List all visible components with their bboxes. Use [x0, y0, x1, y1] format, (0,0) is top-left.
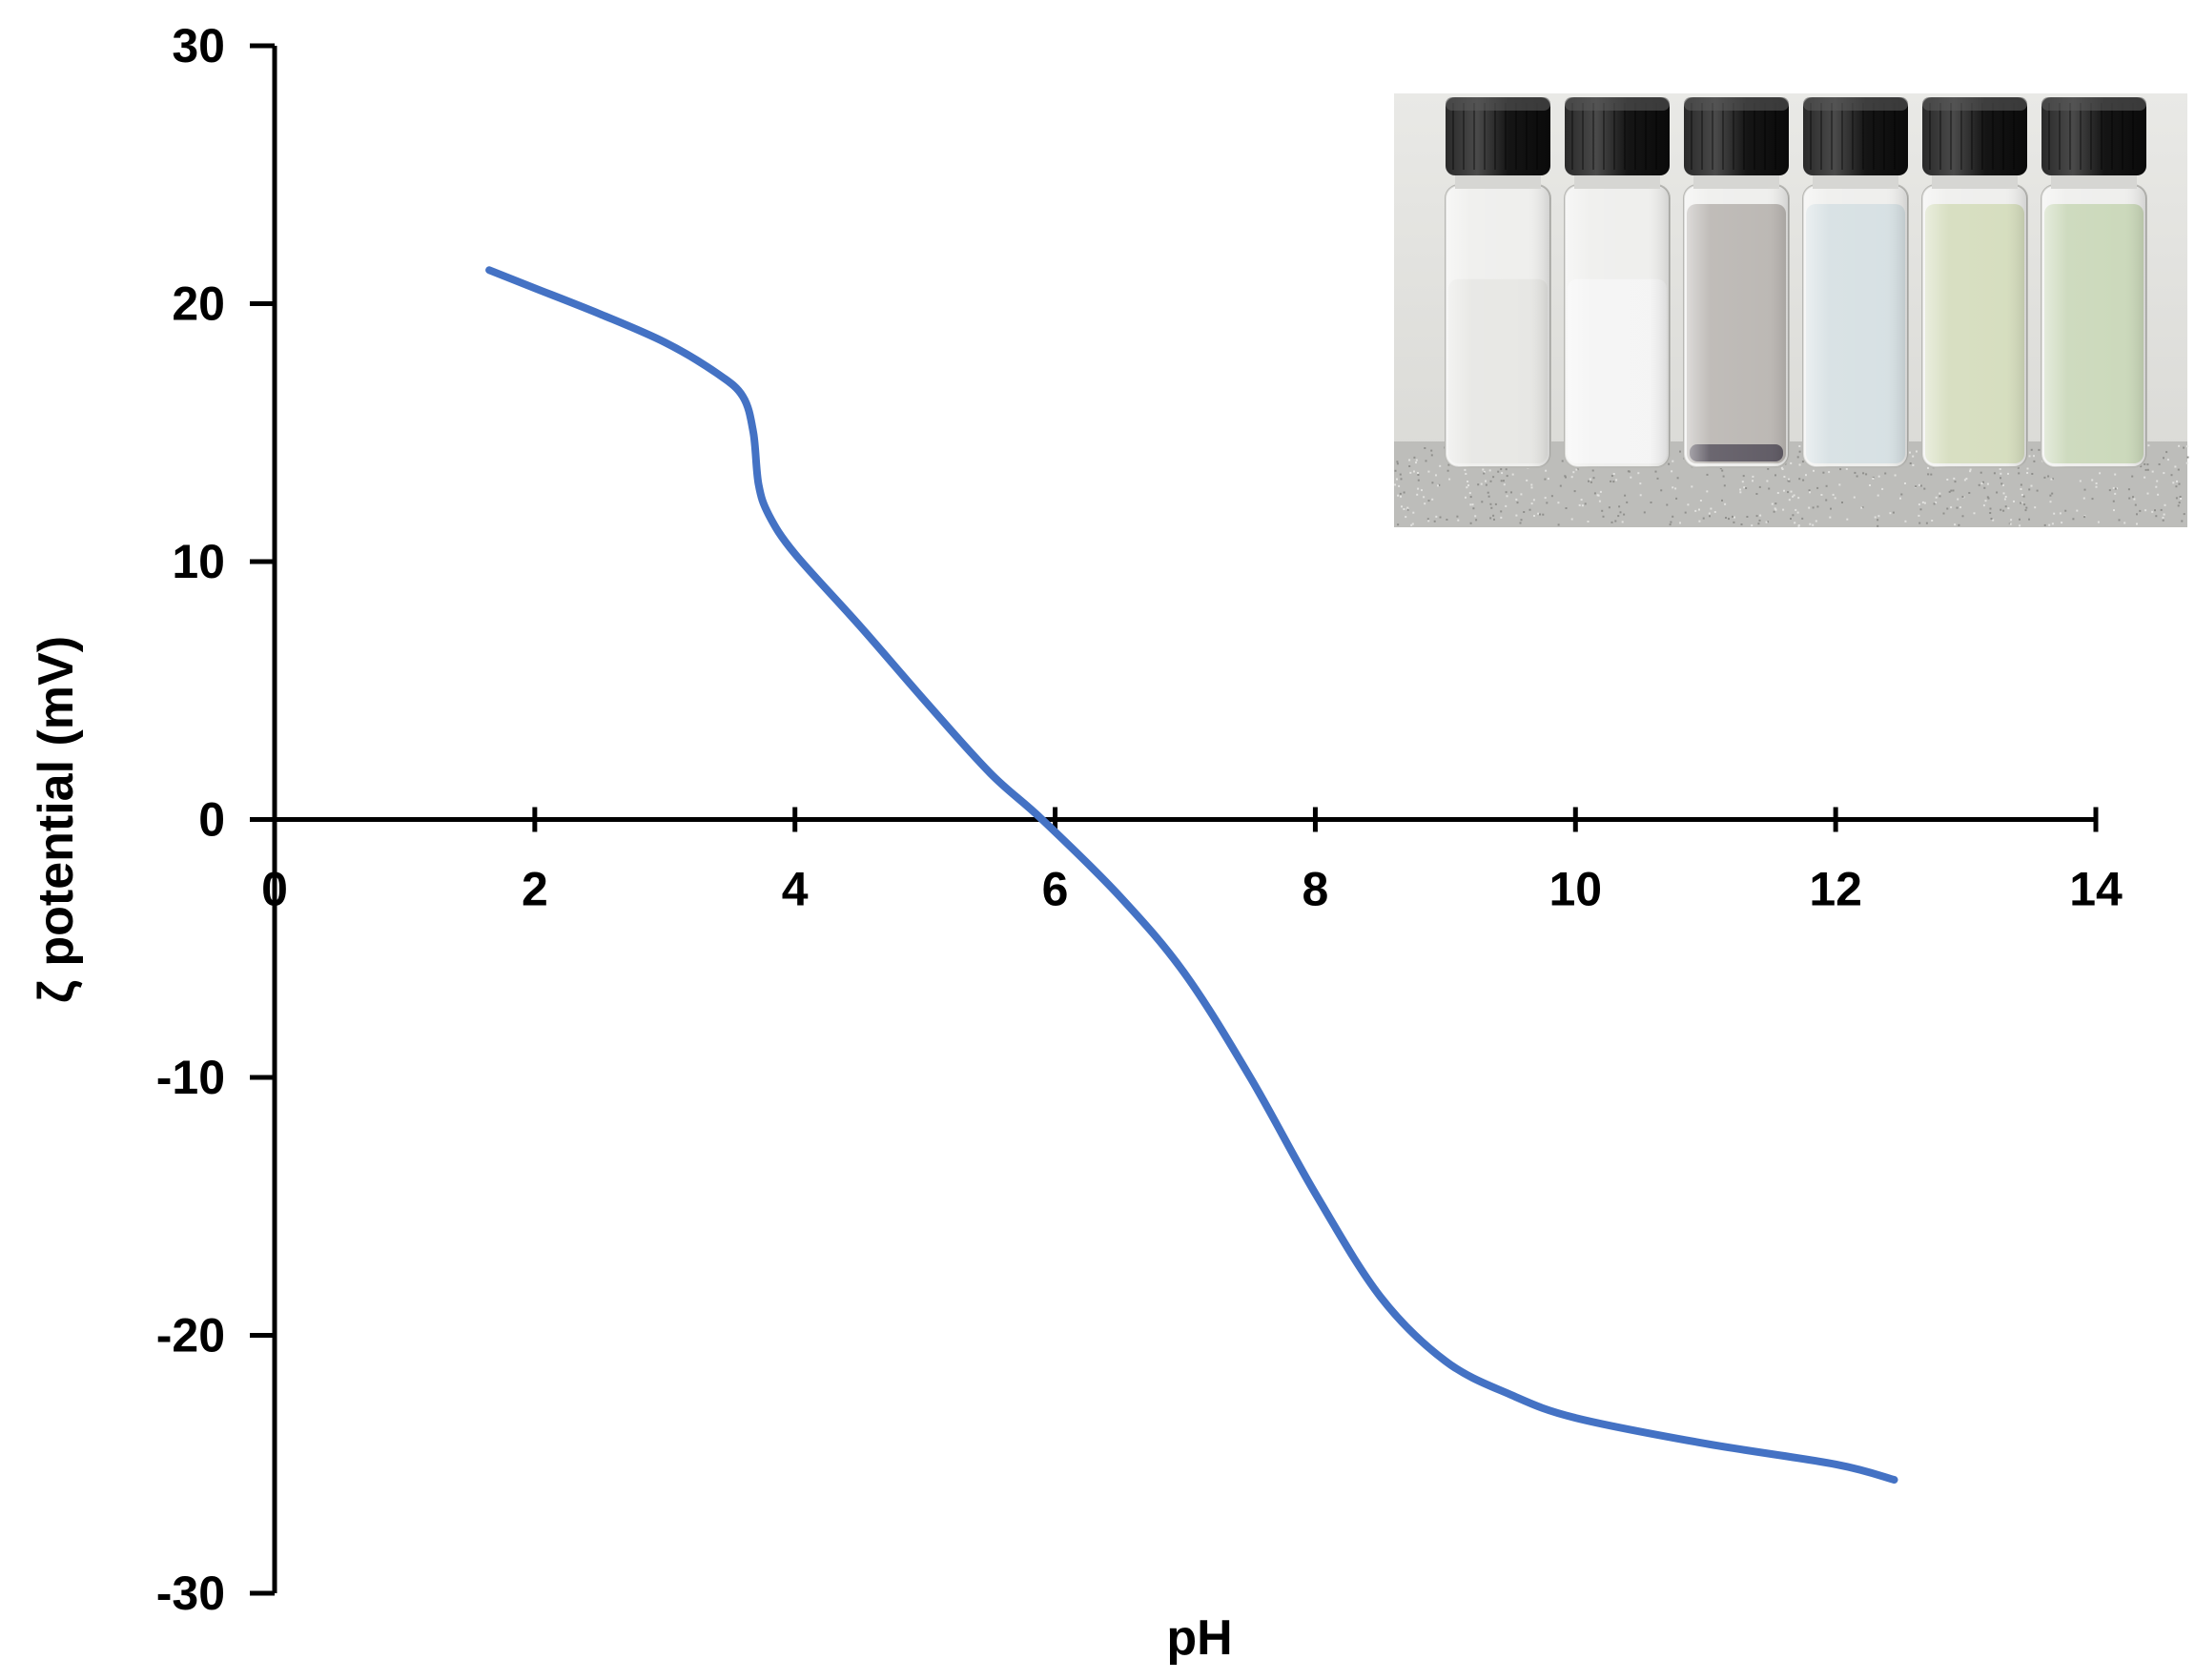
- x-axis-title: pH: [1166, 1610, 1232, 1666]
- vial: [1921, 97, 2028, 468]
- x-tick-label: 8: [1303, 863, 1329, 916]
- vial-neck: [2051, 172, 2137, 189]
- vial-cap: [2041, 97, 2146, 175]
- vial-cap: [1922, 97, 2027, 175]
- vial-neck: [1574, 172, 1660, 189]
- vial-neck: [1813, 172, 1898, 189]
- x-tick-label: 6: [1042, 863, 1069, 916]
- vial-highlight: [1684, 185, 1789, 467]
- y-tick-label: -10: [156, 1051, 225, 1104]
- vial: [1683, 97, 1790, 468]
- x-ticks: 0 2 4 6 8 10 12 14: [261, 807, 2123, 916]
- y-tick-label: 30: [172, 19, 225, 72]
- vial: [1802, 97, 1909, 468]
- y-tick-label: 0: [198, 793, 225, 847]
- y-ticks: 30 20 10 0 -10 -20 -30: [156, 19, 275, 1620]
- vial: [2041, 97, 2147, 468]
- x-tick-label: 2: [522, 863, 548, 916]
- x-tick-label: 10: [1549, 863, 1602, 916]
- y-tick-label: 20: [172, 277, 225, 331]
- series-line: [485, 266, 1898, 1484]
- vial: [1445, 97, 1551, 468]
- vial-highlight: [1922, 185, 2027, 467]
- x-tick-label: 4: [782, 863, 809, 916]
- vial-neck: [1455, 172, 1541, 189]
- vial-highlight: [1565, 185, 1670, 467]
- vial-cap: [1446, 97, 1550, 175]
- x-tick-label: 0: [261, 863, 288, 916]
- vial-cap: [1684, 97, 1789, 175]
- vial-cap: [1565, 97, 1670, 175]
- y-tick-label: -30: [156, 1567, 225, 1620]
- x-tick-label: 12: [1809, 863, 1862, 916]
- y-axis-title: ζ potential (mV): [29, 636, 84, 1003]
- vial: [1564, 97, 1671, 468]
- series-layer: [485, 266, 1898, 1484]
- vial-highlight: [2041, 185, 2146, 467]
- vial-highlight: [1446, 185, 1550, 467]
- y-tick-label: 10: [172, 535, 225, 588]
- x-tick-label: 14: [2069, 863, 2123, 916]
- axes: 0 2 4 6 8 10 12 14 30 20 10 0 -10 -20 -30: [156, 19, 2123, 1620]
- vial-cap: [1803, 97, 1908, 175]
- vial-highlight: [1803, 185, 1908, 467]
- vial-neck: [1932, 172, 2018, 189]
- y-tick-label: -20: [156, 1309, 225, 1362]
- vial-neck: [1693, 172, 1779, 189]
- vial-photo-inset: [1394, 93, 2189, 527]
